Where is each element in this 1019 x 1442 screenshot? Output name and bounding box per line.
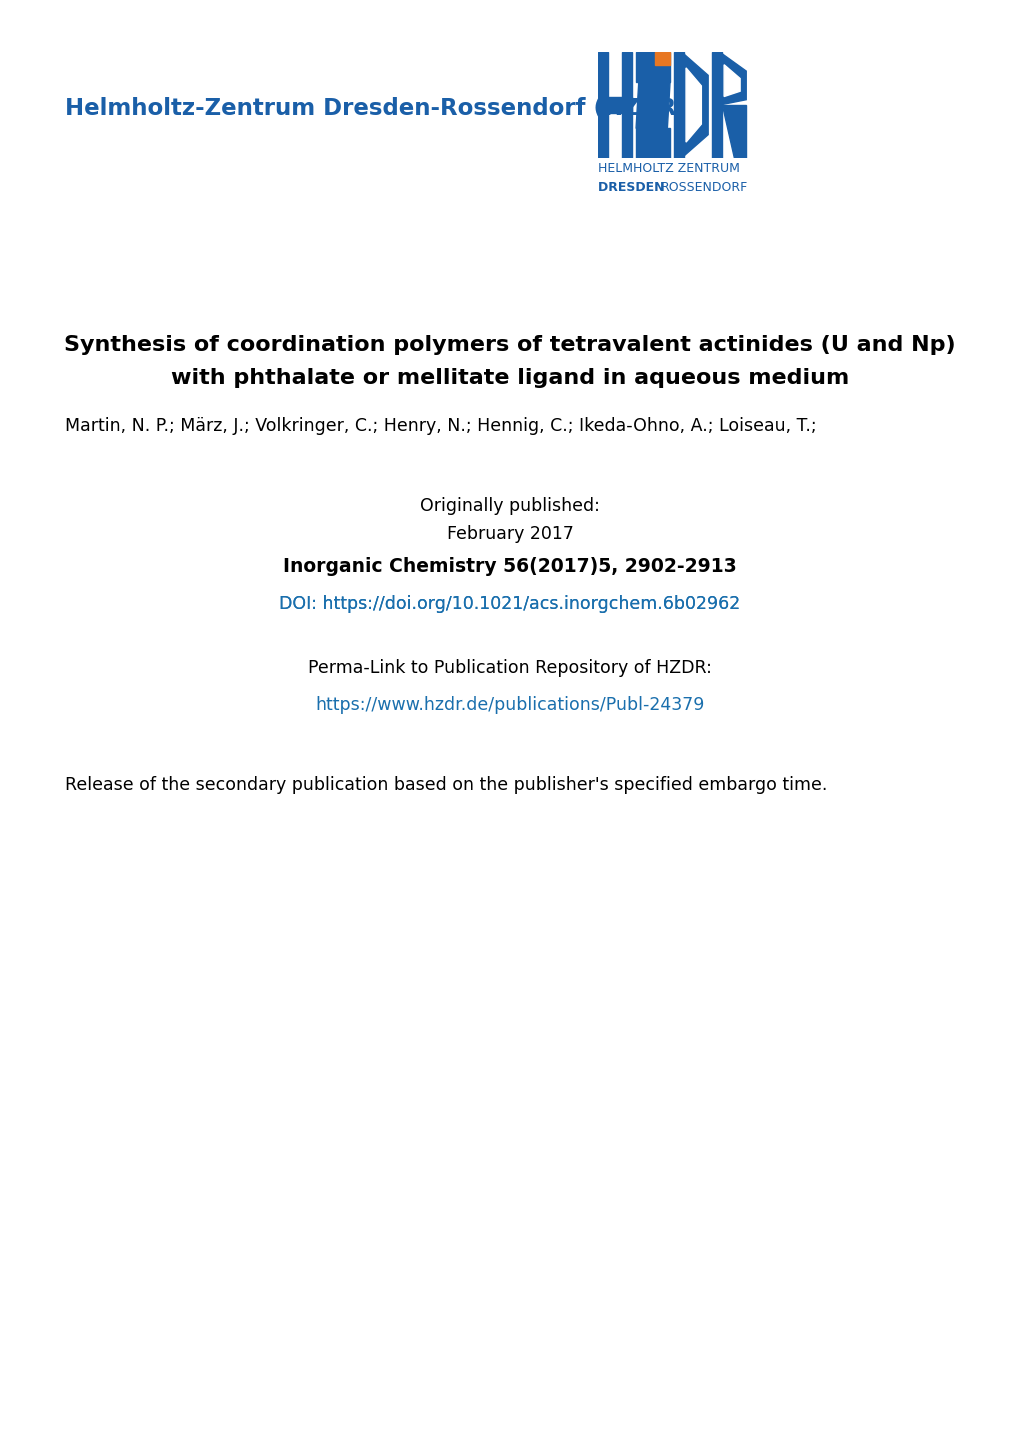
Text: Release of the secondary publication based on the publisher's specified embargo : Release of the secondary publication bas… xyxy=(65,776,826,795)
Text: Inorganic Chemistry 56(2017)5, 2902-2913: Inorganic Chemistry 56(2017)5, 2902-2913 xyxy=(283,557,736,575)
Polygon shape xyxy=(686,68,701,143)
Text: DRESDEN: DRESDEN xyxy=(597,182,668,195)
Text: ROSSENDORF: ROSSENDORF xyxy=(660,182,748,195)
Text: Perma-Link to Publication Repository of HZDR:: Perma-Link to Publication Repository of … xyxy=(308,659,711,676)
Text: Originally published:: Originally published: xyxy=(420,497,599,515)
Polygon shape xyxy=(721,105,746,159)
Bar xyxy=(622,52,632,159)
Text: February 2017: February 2017 xyxy=(446,525,573,544)
Text: HELMHOLTZ ZENTRUM: HELMHOLTZ ZENTRUM xyxy=(597,162,739,174)
Bar xyxy=(597,97,632,114)
Bar xyxy=(636,128,669,159)
Text: Helmholtz-Zentrum Dresden-Rossendorf (HZDR): Helmholtz-Zentrum Dresden-Rossendorf (HZ… xyxy=(65,97,686,120)
Polygon shape xyxy=(636,82,669,128)
Text: DOI: https://doi.org/10.1021/acs.inorgchem.6b02962: DOI: https://doi.org/10.1021/acs.inorgch… xyxy=(279,596,740,613)
Polygon shape xyxy=(723,65,740,97)
Bar xyxy=(636,52,669,82)
Text: DOI: https://doi.org/10.1021/acs.inorgchem.6b02962: DOI: https://doi.org/10.1021/acs.inorgch… xyxy=(279,596,740,613)
Polygon shape xyxy=(719,52,746,105)
Bar xyxy=(654,52,669,65)
Bar xyxy=(597,52,607,159)
Text: with phthalate or mellitate ligand in aqueous medium: with phthalate or mellitate ligand in aq… xyxy=(171,368,848,388)
Text: Martin, N. P.; März, J.; Volkringer, C.; Henry, N.; Hennig, C.; Ikeda-Ohno, A.; : Martin, N. P.; März, J.; Volkringer, C.;… xyxy=(65,417,816,435)
Bar xyxy=(711,52,721,159)
Polygon shape xyxy=(681,52,707,159)
Text: Synthesis of coordination polymers of tetravalent actinides (U and Np): Synthesis of coordination polymers of te… xyxy=(64,335,955,355)
Text: https://www.hzdr.de/publications/Publ-24379: https://www.hzdr.de/publications/Publ-24… xyxy=(315,696,704,714)
Bar xyxy=(674,52,683,159)
